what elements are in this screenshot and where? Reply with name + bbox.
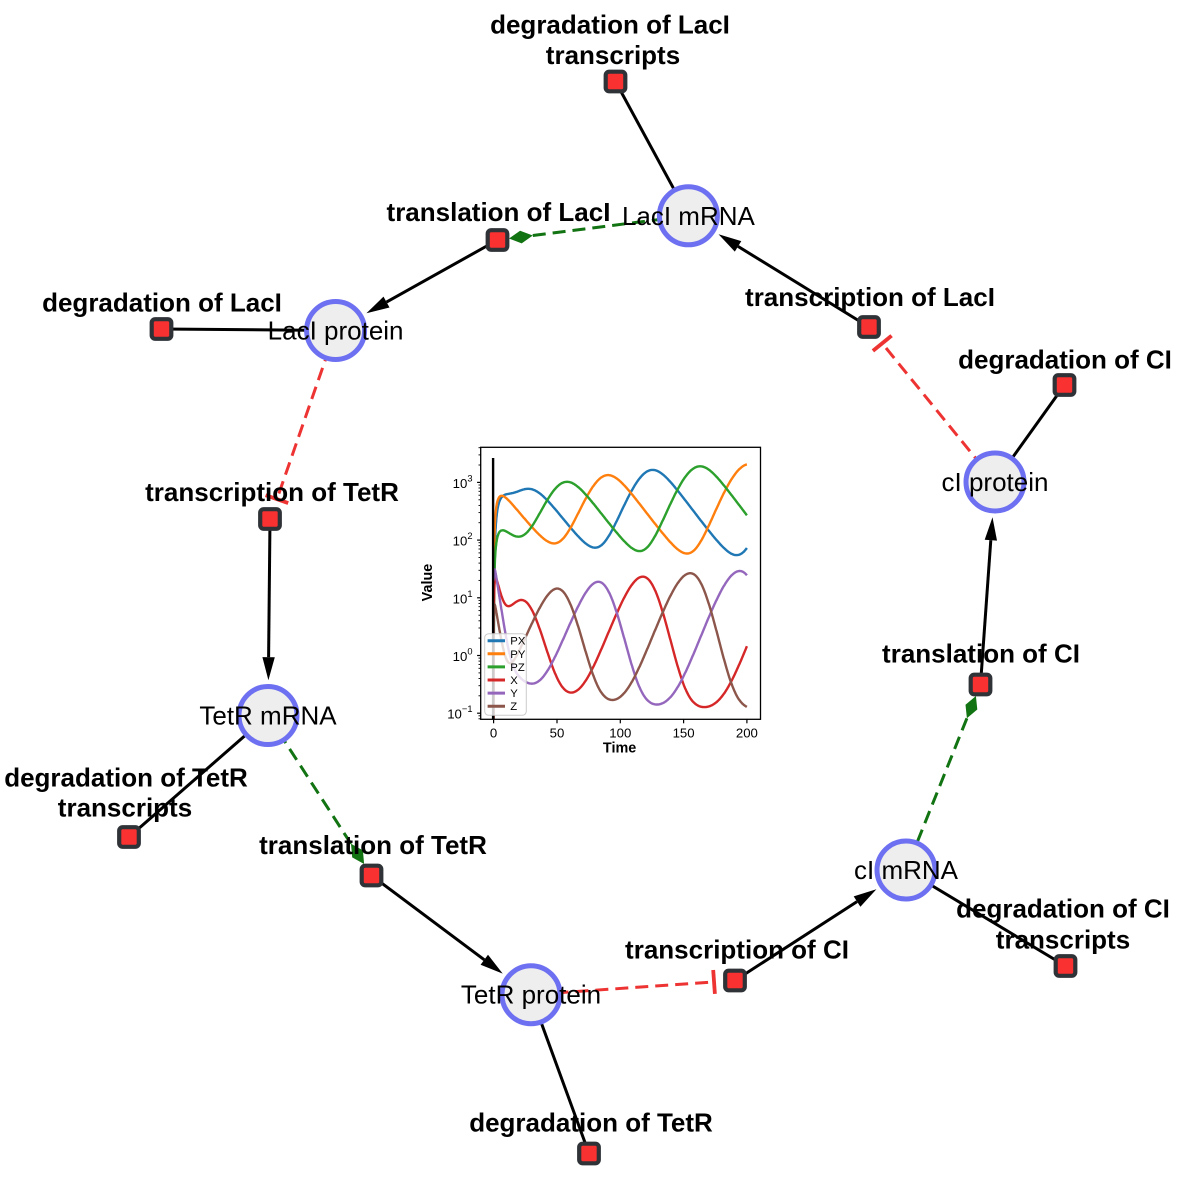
svg-text:transcripts: transcripts xyxy=(546,40,680,70)
svg-text:PY: PY xyxy=(510,649,526,661)
svg-text:150: 150 xyxy=(673,725,695,740)
svg-text:TetR mRNA: TetR mRNA xyxy=(199,701,337,731)
svg-text:transcripts: transcripts xyxy=(996,925,1130,955)
svg-text:transcription of CI: transcription of CI xyxy=(625,935,849,965)
svg-text:0: 0 xyxy=(490,725,497,740)
svg-text:TetR protein: TetR protein xyxy=(461,980,601,1010)
svg-text:degradation of TetR: degradation of TetR xyxy=(4,763,248,793)
svg-text:LacI mRNA: LacI mRNA xyxy=(622,201,756,231)
svg-text:PX: PX xyxy=(510,636,526,648)
svg-text:Value: Value xyxy=(420,564,436,602)
svg-text:200: 200 xyxy=(736,725,758,740)
svg-text:degradation of CI: degradation of CI xyxy=(958,344,1172,374)
svg-text:50: 50 xyxy=(550,725,565,740)
svg-text:transcription of TetR: transcription of TetR xyxy=(145,477,399,507)
svg-text:degradation of LacI: degradation of LacI xyxy=(42,287,282,317)
svg-text:transcripts: transcripts xyxy=(58,793,192,823)
svg-text:Y: Y xyxy=(510,688,518,700)
svg-text:degradation of TetR: degradation of TetR xyxy=(469,1107,713,1137)
svg-text:LacI protein: LacI protein xyxy=(268,316,404,346)
svg-text:Z: Z xyxy=(510,701,517,713)
svg-text:translation of TetR: translation of TetR xyxy=(259,830,487,860)
svg-text:PZ: PZ xyxy=(510,662,525,674)
svg-text:Time: Time xyxy=(603,740,636,756)
svg-text:cI mRNA: cI mRNA xyxy=(854,855,959,885)
svg-text:cI protein: cI protein xyxy=(942,467,1049,497)
svg-text:translation of CI: translation of CI xyxy=(882,638,1080,668)
svg-text:degradation of LacI: degradation of LacI xyxy=(490,9,730,39)
svg-text:100: 100 xyxy=(609,725,631,740)
svg-text:X: X xyxy=(510,675,518,687)
svg-text:translation of LacI: translation of LacI xyxy=(387,197,611,227)
svg-text:degradation of CI: degradation of CI xyxy=(956,893,1170,923)
svg-text:transcription of LacI: transcription of LacI xyxy=(745,282,995,312)
